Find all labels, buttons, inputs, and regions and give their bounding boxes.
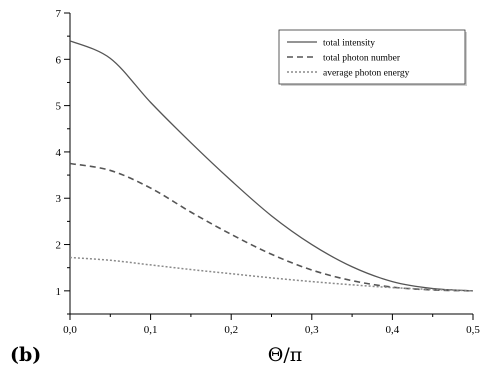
legend: total intensity total photon number averag… bbox=[278, 29, 467, 86]
y-axis: 1 2 3 4 5 6 7 bbox=[56, 8, 70, 315]
series-lines bbox=[69, 40, 474, 292]
legend-label: total intensity bbox=[323, 39, 375, 49]
legend-label: total photon number bbox=[323, 54, 401, 64]
legend-label: average photon energy bbox=[323, 69, 410, 79]
x-tick-label: 0,3 bbox=[305, 324, 319, 336]
panel-label: (b) bbox=[10, 344, 41, 366]
x-tick-label: 0,5 bbox=[466, 324, 480, 336]
series-line-total-intensity bbox=[69, 40, 474, 292]
y-tick-label: 6 bbox=[56, 54, 62, 66]
series-line-average-photon-energy bbox=[69, 256, 474, 292]
x-tick-label: 0,4 bbox=[386, 324, 400, 336]
y-tick-label: 3 bbox=[56, 193, 62, 205]
series-line-total-photon-number bbox=[69, 162, 474, 292]
x-tick-label: 0,2 bbox=[224, 324, 238, 336]
x-axis-title: Θ/π bbox=[268, 344, 302, 366]
y-tick-label: 5 bbox=[56, 101, 62, 113]
x-tick-label: 0,0 bbox=[63, 324, 77, 336]
x-axis: 0,0 0,1 0,2 0,3 0,4 0,5 bbox=[63, 314, 480, 336]
y-tick-label: 2 bbox=[56, 240, 62, 252]
x-tick-label: 0,1 bbox=[144, 324, 158, 336]
y-tick-label: 1 bbox=[56, 286, 62, 298]
y-tick-label: 4 bbox=[56, 147, 62, 159]
y-tick-label: 7 bbox=[56, 8, 62, 20]
